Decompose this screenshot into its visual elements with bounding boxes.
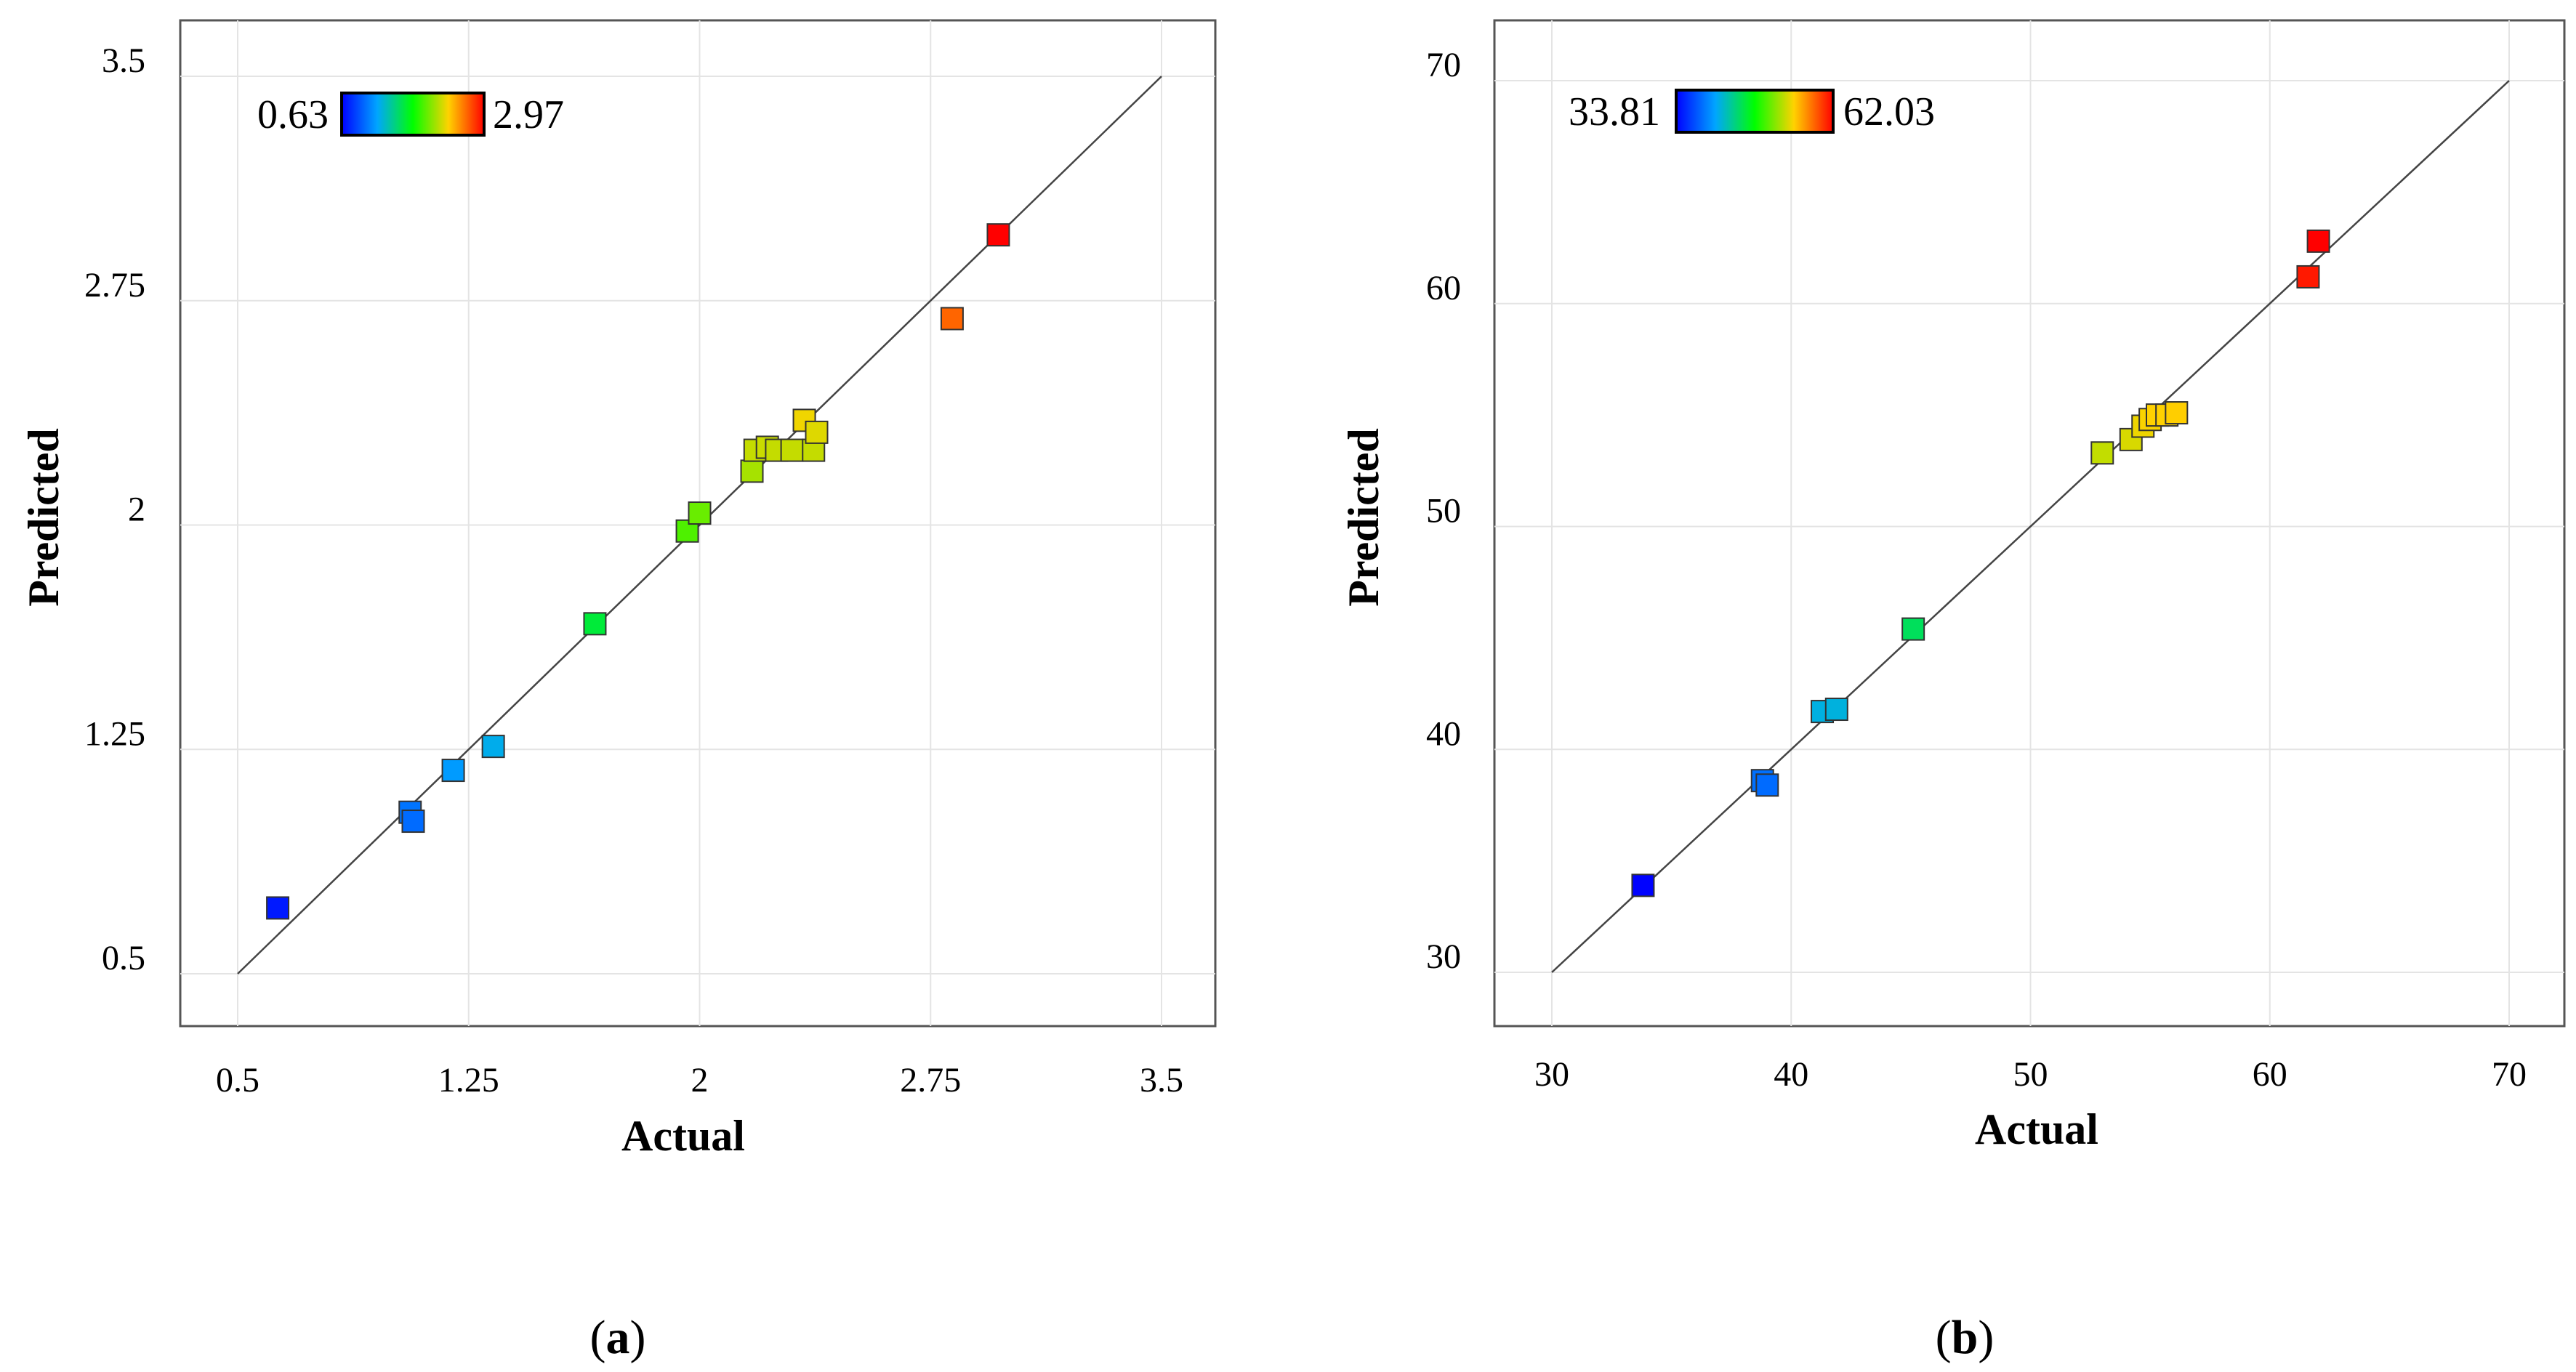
- data-point-b: [1824, 698, 1848, 722]
- colorbar-max-label-a: 2.97: [493, 92, 564, 137]
- data-point-a: [986, 223, 1010, 247]
- colorbar-min-label-a: 0.63: [257, 92, 329, 137]
- x-tick-label-b: 50: [2013, 1055, 2048, 1094]
- data-point-a: [780, 438, 804, 462]
- colorbar-legend-a: 0.63 2.97: [257, 92, 564, 137]
- y-tick-label-a: 2.75: [84, 266, 145, 304]
- data-point-a: [805, 420, 829, 444]
- data-point-a: [401, 810, 425, 834]
- colorbar-a: [340, 92, 486, 137]
- x-tick-label-a: 2: [691, 1061, 709, 1099]
- x-tick-label-b: 70: [2492, 1055, 2527, 1094]
- x-tick-label-a: 3.5: [1140, 1061, 1183, 1099]
- y-tick-label-a: 1.25: [84, 714, 145, 753]
- y-tick-label-a: 0.5: [102, 939, 145, 977]
- data-point-b: [1631, 873, 1655, 897]
- y-tick-label-a: 3.5: [102, 41, 145, 80]
- data-point-a: [940, 307, 964, 331]
- y-tick-label-b: 30: [1426, 937, 1461, 976]
- data-point-a: [441, 759, 465, 783]
- x-tick-label-a: 1.25: [438, 1061, 499, 1099]
- reference-line-b: [1551, 80, 2510, 973]
- caption-b: (b): [1936, 1311, 1995, 1364]
- grid-b: [1494, 20, 2564, 1026]
- y-tick-labels-b: 30 40 50 60 70: [1426, 46, 1461, 976]
- y-tick-labels-a: 0.5 1.25 2 2.75 3.5: [84, 41, 145, 977]
- colorbar-max-label-b: 62.03: [1843, 89, 1935, 134]
- points-a: [266, 223, 1010, 920]
- grid-a: [180, 20, 1215, 1026]
- y-tick-label-b: 60: [1426, 269, 1461, 307]
- y-tick-label-b: 70: [1426, 46, 1461, 84]
- panel-a: 0.5 1.25 2 2.75 3.5 0.5 1.25 2 2.75 3.5 0.63 2.9…: [20, 19, 1217, 1160]
- colorbar-min-label-b: 33.81: [1569, 89, 1660, 134]
- x-tick-label-a: 0.5: [216, 1061, 259, 1099]
- y-tick-label-b: 50: [1426, 492, 1461, 530]
- data-point-a: [481, 735, 505, 759]
- caption-a: (a): [590, 1311, 646, 1364]
- data-point-a: [583, 612, 607, 636]
- x-tick-label-b: 60: [2253, 1055, 2287, 1094]
- panel-b: 30 40 50 60 70 30 40 50 60 70 33.81 62.03 Actual…: [1340, 19, 2566, 1153]
- data-point-b: [2090, 441, 2114, 465]
- data-point-b: [2296, 265, 2320, 288]
- data-point-a: [688, 501, 712, 525]
- x-tick-labels-a: 0.5 1.25 2 2.75 3.5: [216, 1061, 1183, 1099]
- x-tick-label-b: 30: [1534, 1055, 1569, 1094]
- x-axis-title-a: Actual: [621, 1112, 745, 1160]
- colorbar-legend-b: 33.81 62.03: [1569, 89, 1935, 134]
- data-point-b: [1755, 773, 1779, 797]
- y-tick-label-a: 2: [128, 491, 145, 529]
- y-axis-title-b: Predicted: [1340, 428, 1388, 606]
- x-tick-label-a: 2.75: [900, 1061, 961, 1099]
- points-b: [1631, 229, 2330, 897]
- data-point-a: [740, 459, 764, 483]
- data-point-b: [2165, 401, 2189, 425]
- x-axis-title-b: Actual: [1975, 1105, 2098, 1153]
- data-point-b: [1901, 617, 1925, 641]
- y-tick-label-b: 40: [1426, 714, 1461, 753]
- colorbar-b: [1675, 89, 1835, 134]
- x-tick-label-b: 40: [1774, 1055, 1808, 1094]
- y-axis-title-a: Predicted: [20, 428, 68, 606]
- data-point-a: [266, 896, 290, 920]
- x-tick-labels-b: 30 40 50 60 70: [1534, 1055, 2527, 1094]
- data-point-b: [2306, 229, 2330, 253]
